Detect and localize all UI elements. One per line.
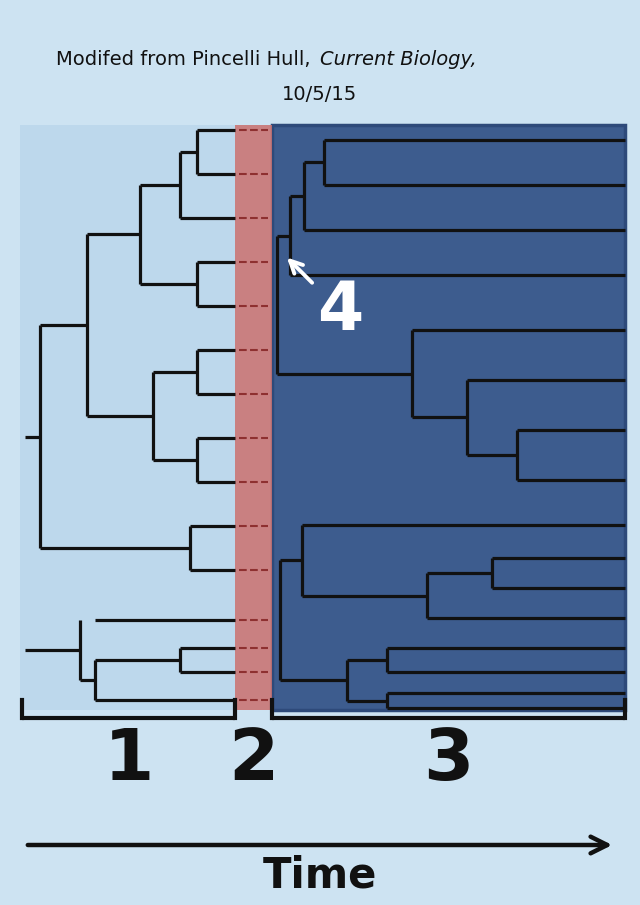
Text: 1: 1 — [103, 726, 154, 795]
Bar — [235, 125, 272, 710]
Text: 3: 3 — [423, 726, 474, 795]
Text: 10/5/15: 10/5/15 — [282, 85, 358, 104]
Text: 4: 4 — [290, 261, 363, 344]
Text: 2: 2 — [228, 726, 278, 795]
Bar — [20, 125, 235, 710]
Text: Modifed from Pincelli Hull,: Modifed from Pincelli Hull, — [56, 51, 317, 70]
Text: Current Biology,: Current Biology, — [320, 51, 477, 70]
Bar — [272, 125, 625, 710]
Text: Time: Time — [263, 854, 377, 896]
